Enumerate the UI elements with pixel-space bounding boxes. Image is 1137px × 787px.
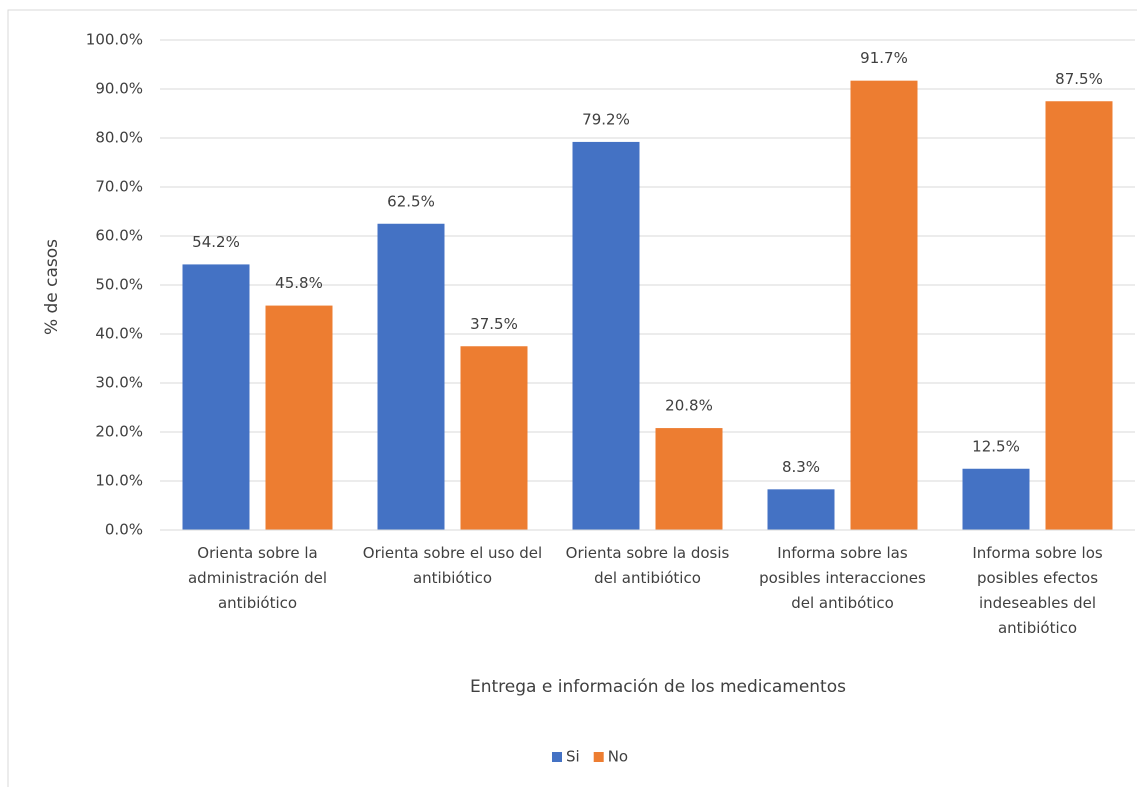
- data-label: 54.2%: [192, 233, 240, 251]
- data-label: 8.3%: [782, 458, 820, 476]
- bar: [265, 305, 333, 530]
- y-tick-label: 50.0%: [95, 276, 143, 294]
- data-label: 87.5%: [1055, 70, 1103, 88]
- bar: [572, 141, 640, 531]
- y-tick-label: 100.0%: [86, 31, 143, 49]
- y-tick-label: 70.0%: [95, 178, 143, 196]
- legend-label: No: [608, 748, 628, 766]
- x-tick-label: Informa sobre las posibles interacciones…: [759, 544, 926, 612]
- data-label: 45.8%: [275, 274, 323, 292]
- bar: [1045, 101, 1113, 530]
- bar: [962, 468, 1030, 530]
- data-label: 79.2%: [582, 110, 630, 128]
- bar: [377, 223, 445, 530]
- y-tick-label: 30.0%: [95, 374, 143, 392]
- x-tick-label: Informa sobre los posibles efectos indes…: [972, 544, 1103, 637]
- data-label: 62.5%: [387, 192, 435, 210]
- legend-label: Si: [566, 748, 580, 766]
- y-tick-label: 60.0%: [95, 227, 143, 245]
- bar: [182, 264, 250, 530]
- x-tick-label: Orienta sobre la administración del anti…: [187, 544, 327, 612]
- chart-border: [7, 9, 1137, 787]
- legend-swatch: [593, 752, 604, 762]
- data-label: 37.5%: [470, 315, 518, 333]
- x-axis-title: Entrega e información de los medicamento…: [470, 677, 846, 697]
- x-tick-label: Orienta sobre la dosis del antibiótico: [565, 544, 730, 587]
- data-label: 91.7%: [860, 49, 908, 67]
- y-tick-label: 40.0%: [95, 325, 143, 343]
- y-tick-label: 80.0%: [95, 129, 143, 147]
- y-tick-label: 90.0%: [95, 80, 143, 98]
- y-tick-label: 10.0%: [95, 472, 143, 490]
- y-tick-label: 20.0%: [95, 423, 143, 441]
- data-label: 20.8%: [665, 397, 713, 415]
- x-tick-label: Orienta sobre el uso del antibiótico: [362, 544, 543, 587]
- y-tick-label: 0.0%: [105, 521, 143, 539]
- bar: [460, 346, 528, 530]
- bar: [655, 428, 723, 530]
- data-label: 12.5%: [972, 437, 1020, 455]
- bar: [850, 80, 918, 531]
- bar: [767, 489, 835, 530]
- y-axis-title: % de casos: [42, 239, 62, 335]
- legend-swatch: [552, 752, 562, 762]
